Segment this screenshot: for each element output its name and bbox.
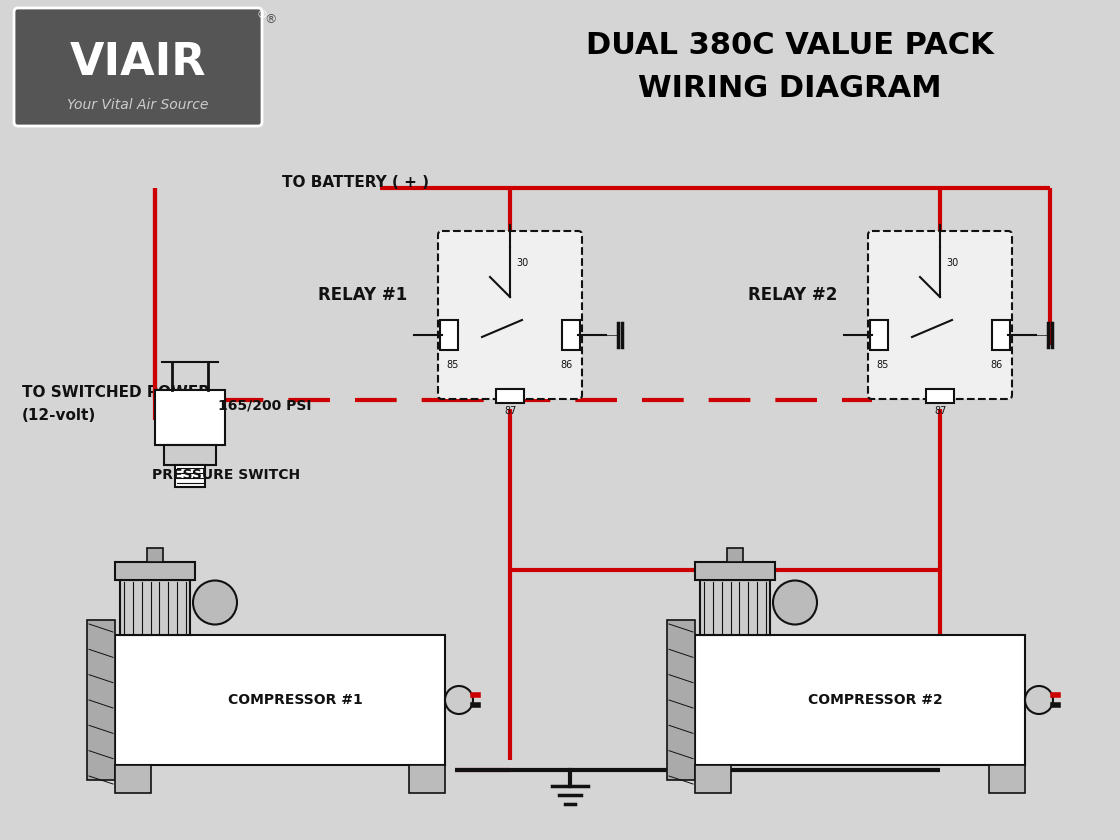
FancyBboxPatch shape [13,8,262,126]
Text: RELAY #1: RELAY #1 [318,286,407,304]
FancyBboxPatch shape [868,231,1012,399]
Text: DUAL 380C VALUE PACK: DUAL 380C VALUE PACK [586,30,993,60]
Text: TO SWITCHED POWER: TO SWITCHED POWER [22,385,211,400]
FancyBboxPatch shape [496,389,524,403]
FancyBboxPatch shape [700,580,771,635]
Text: 87: 87 [934,406,946,416]
Circle shape [773,580,816,624]
Text: 86: 86 [560,360,572,370]
FancyBboxPatch shape [147,548,164,562]
FancyBboxPatch shape [926,389,954,403]
FancyBboxPatch shape [409,765,445,793]
Text: 86: 86 [990,360,1002,370]
Circle shape [1025,686,1053,714]
Circle shape [445,686,473,714]
FancyBboxPatch shape [440,320,458,350]
Text: 30: 30 [946,258,959,268]
FancyBboxPatch shape [562,320,580,350]
FancyBboxPatch shape [115,562,195,580]
Text: COMPRESSOR #2: COMPRESSOR #2 [808,693,942,707]
FancyBboxPatch shape [989,765,1025,793]
Text: VIAIR: VIAIR [69,40,206,83]
Text: (12-volt): (12-volt) [22,407,96,423]
FancyBboxPatch shape [870,320,888,350]
Text: 85: 85 [876,360,888,370]
Text: TO BATTERY ( + ): TO BATTERY ( + ) [282,175,429,190]
FancyBboxPatch shape [696,562,775,580]
FancyBboxPatch shape [120,580,190,635]
FancyBboxPatch shape [175,465,205,487]
FancyBboxPatch shape [727,548,743,562]
Text: COMPRESSOR #1: COMPRESSOR #1 [227,693,363,707]
FancyBboxPatch shape [164,445,216,465]
FancyBboxPatch shape [992,320,1010,350]
Text: 87: 87 [504,406,516,416]
Text: 30: 30 [516,258,529,268]
Circle shape [193,580,237,624]
Text: RELAY #2: RELAY #2 [748,286,837,304]
Text: PRESSURE SWITCH: PRESSURE SWITCH [152,468,300,482]
FancyBboxPatch shape [696,765,731,793]
Text: 85: 85 [446,360,458,370]
FancyBboxPatch shape [438,231,582,399]
Text: WIRING DIAGRAM: WIRING DIAGRAM [638,74,942,102]
FancyBboxPatch shape [115,635,445,765]
FancyBboxPatch shape [155,390,225,445]
Text: ®: ® [256,10,268,20]
FancyBboxPatch shape [668,620,696,780]
Text: Your Vital Air Source: Your Vital Air Source [67,98,208,112]
FancyBboxPatch shape [115,765,151,793]
FancyBboxPatch shape [696,635,1025,765]
FancyBboxPatch shape [87,620,115,780]
Text: 165/200 PSI: 165/200 PSI [218,398,311,412]
Text: ®: ® [263,13,277,27]
